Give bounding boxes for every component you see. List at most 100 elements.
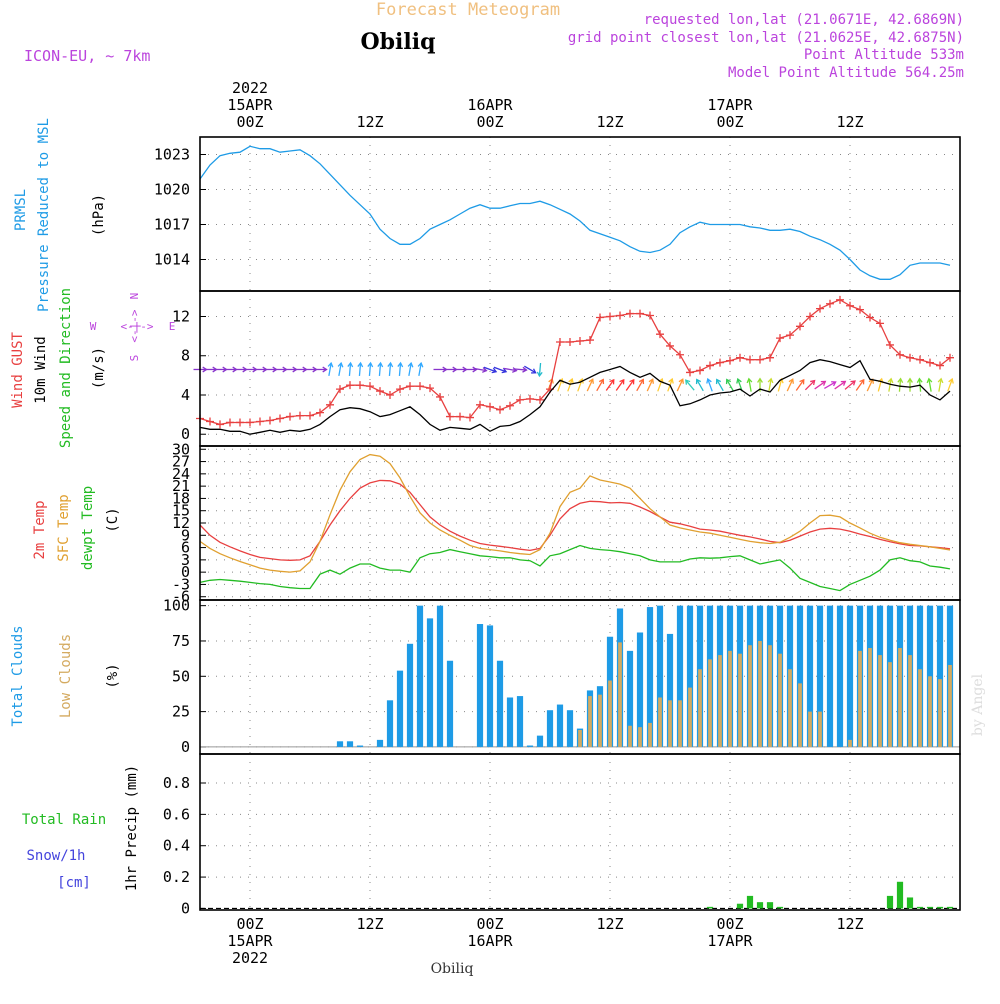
- wind-arrow-shaft: [768, 378, 772, 392]
- gust-marker: [726, 356, 734, 365]
- wind-direction-arrow: [337, 361, 344, 376]
- gust-marker: [336, 385, 344, 394]
- temperature-ytick-label: 30: [172, 440, 190, 458]
- temperature-ytick-label: 6: [181, 539, 190, 557]
- rain-bar: [706, 906, 714, 909]
- wind-direction-arrow: [746, 377, 753, 392]
- wind-arrow-shaft: [696, 379, 704, 392]
- low-cloud-bar: [878, 655, 882, 747]
- wind-arrow-shaft: [388, 362, 392, 377]
- temperature-ytick-label: 27: [172, 453, 190, 471]
- compass-rose: N W E S <-|-> <-|->: [90, 293, 176, 362]
- precip-ytick-label: 0.2: [163, 868, 190, 886]
- wind-direction-arrow: [596, 378, 605, 392]
- pressure-frame: [199, 136, 961, 292]
- wind-direction-arrow: [407, 361, 414, 376]
- wind-10m-label: 10m Wind: [33, 336, 49, 403]
- gust-marker: [596, 313, 604, 322]
- gust-marker: [866, 313, 874, 322]
- compass-w: W: [90, 320, 97, 333]
- gust-marker: [506, 401, 514, 410]
- wind-arrow-head: [695, 378, 702, 385]
- clouds-ytick-label: 0: [181, 738, 190, 756]
- low-clouds-label: Low Clouds: [58, 634, 74, 718]
- wind-arrow-shaft: [804, 380, 816, 391]
- bottom-time-label: 12Z: [356, 915, 383, 933]
- gust-marker: [486, 402, 494, 411]
- wind-arrow-head: [907, 377, 913, 383]
- wind-arrow-shaft: [378, 362, 382, 377]
- footer-station: Obiliq: [431, 961, 474, 977]
- total-cloud-bar: [386, 700, 394, 747]
- wind-direction-arrow: [463, 366, 478, 373]
- gust-marker: [816, 304, 824, 313]
- total-cloud-bar: [426, 618, 434, 747]
- station-title: Obiliq: [360, 29, 435, 55]
- gust-marker: [326, 400, 334, 409]
- wind-arrow-head: [725, 378, 732, 385]
- gust-marker: [746, 355, 754, 364]
- wind-arrow-head: [531, 368, 537, 374]
- total-cloud-bar: [676, 605, 684, 747]
- rain-bar: [936, 906, 944, 909]
- rain-bar: [776, 906, 784, 909]
- wind-arrow-shaft: [398, 362, 402, 377]
- model-label: ICON-EU, ~ 7km: [24, 47, 150, 65]
- wind-direction-arrow: [586, 378, 594, 392]
- pressure-unit: (hPa): [91, 194, 107, 236]
- bottom-time-label: 2022: [232, 949, 268, 967]
- gust-marker: [696, 366, 704, 375]
- bottom-time-label: 15APR: [227, 932, 273, 950]
- low-cloud-bar: [738, 653, 742, 747]
- gust-marker: [406, 382, 414, 391]
- wind-arrow-shaft: [898, 378, 902, 392]
- temperature-ytick-label: 0: [181, 563, 190, 581]
- wind-direction-arrow: [897, 377, 904, 392]
- wind-arrow-shaft: [538, 362, 542, 377]
- gust-marker: [476, 400, 484, 409]
- wind-direction-arrow: [347, 361, 354, 377]
- wind-direction-arrow: [715, 378, 724, 392]
- low-cloud-bar: [728, 650, 732, 747]
- wind-arrow-head: [948, 377, 954, 384]
- temp-unit: (C): [105, 507, 121, 532]
- gust-marker: [276, 414, 284, 423]
- clouds-ytick-label: 100: [163, 597, 190, 615]
- low-cloud-bar: [858, 650, 862, 747]
- wind-arrow-head: [357, 361, 364, 368]
- wind-direction-arrow: [417, 361, 424, 376]
- wind-direction-arrow: [605, 378, 615, 391]
- low-cloud-bar: [908, 655, 912, 747]
- rain-bar: [906, 897, 914, 909]
- gust-marker: [296, 411, 304, 420]
- clouds-ytick-label: 25: [172, 703, 190, 721]
- wind-arrow-head: [788, 378, 794, 384]
- low-cloud-bar: [768, 645, 772, 747]
- gust-marker: [366, 382, 374, 391]
- top-time-label: 00Z: [236, 113, 263, 131]
- wind-ytick-label: 8: [181, 347, 190, 365]
- low-cloud-bar: [628, 725, 632, 747]
- wind-arrow-head: [638, 378, 645, 385]
- wind-direction-arrow: [706, 377, 713, 392]
- wind-arrow-head: [897, 377, 904, 383]
- wind-gust-label: Wind GUST: [10, 332, 26, 408]
- gust-marker: [766, 353, 774, 362]
- total-cloud-bar: [836, 605, 844, 747]
- temperature-ytick-label: 15: [172, 502, 190, 520]
- total-rain-label: Total Rain: [22, 812, 106, 828]
- point-altitude: Point Altitude 533m: [804, 47, 964, 63]
- total-cloud-bar: [546, 710, 554, 747]
- snow-label: Snow/1h: [26, 848, 85, 864]
- series-2m-temp: [199, 479, 951, 561]
- requested-coords: requested lon,lat (21.0671E, 42.6869N): [644, 12, 964, 28]
- wind-arrow-head: [668, 377, 674, 384]
- wind-arrow-head: [926, 377, 933, 384]
- precip-ytick-label: 0: [181, 899, 190, 917]
- wind-direction-arrow: [736, 377, 743, 392]
- gust-marker: [646, 311, 654, 320]
- top-time-label: 12Z: [596, 113, 623, 131]
- gust-marker: [946, 353, 954, 362]
- gust-marker: [786, 331, 794, 340]
- gust-marker: [346, 381, 354, 390]
